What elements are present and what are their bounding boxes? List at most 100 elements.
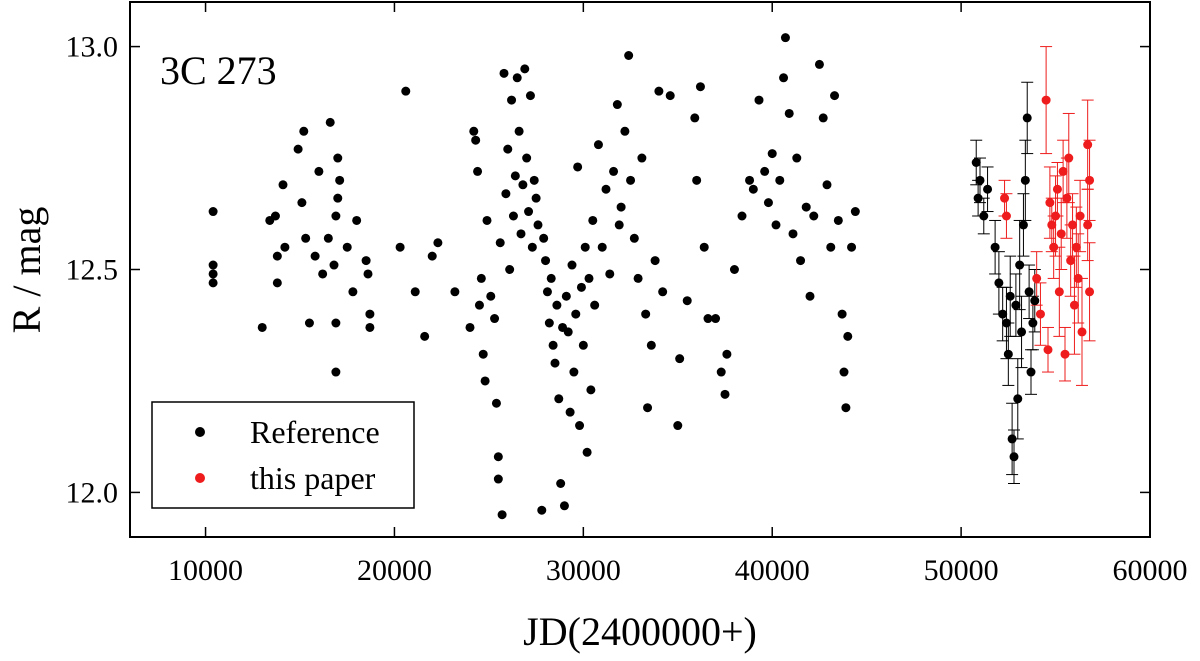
point bbox=[720, 389, 730, 399]
point bbox=[410, 287, 420, 297]
point bbox=[505, 265, 515, 274]
point bbox=[1032, 273, 1042, 283]
point bbox=[486, 291, 496, 301]
point bbox=[637, 153, 647, 163]
point bbox=[1069, 300, 1079, 310]
point bbox=[342, 242, 352, 252]
point bbox=[703, 314, 713, 324]
point bbox=[1062, 193, 1072, 203]
point bbox=[1077, 327, 1087, 337]
point bbox=[546, 273, 556, 283]
point bbox=[775, 175, 785, 185]
point bbox=[471, 135, 481, 145]
point bbox=[1030, 296, 1040, 306]
point bbox=[609, 166, 619, 176]
point bbox=[474, 300, 484, 310]
point bbox=[586, 385, 596, 395]
point bbox=[841, 403, 851, 413]
legend: Reference this paper bbox=[151, 401, 415, 509]
point bbox=[314, 166, 324, 176]
point bbox=[767, 149, 777, 159]
point bbox=[682, 296, 692, 306]
point bbox=[754, 95, 764, 105]
point bbox=[1017, 327, 1027, 337]
point bbox=[796, 256, 806, 266]
point bbox=[1047, 220, 1057, 230]
point bbox=[588, 215, 598, 225]
point bbox=[1035, 309, 1045, 319]
point bbox=[1022, 113, 1032, 123]
point bbox=[469, 126, 479, 136]
y-tick-label: 12.0 bbox=[66, 476, 119, 509]
point bbox=[584, 273, 594, 283]
point bbox=[1018, 220, 1028, 230]
point bbox=[580, 242, 590, 252]
point bbox=[620, 126, 630, 136]
point bbox=[760, 166, 770, 176]
point bbox=[433, 238, 443, 248]
point bbox=[593, 140, 603, 150]
point bbox=[601, 184, 611, 194]
point bbox=[571, 309, 581, 319]
point bbox=[565, 407, 575, 417]
point bbox=[567, 260, 577, 270]
x-tick-label: 40000 bbox=[735, 554, 810, 587]
point bbox=[843, 331, 853, 341]
chart-title: 3C 273 bbox=[160, 48, 277, 93]
point bbox=[304, 318, 314, 328]
point bbox=[465, 322, 475, 332]
point bbox=[809, 211, 819, 221]
point bbox=[1064, 153, 1074, 163]
point bbox=[1041, 95, 1051, 105]
point bbox=[490, 314, 500, 324]
point bbox=[1083, 140, 1093, 150]
point bbox=[531, 193, 541, 203]
x-tick-label: 10000 bbox=[168, 554, 243, 587]
point bbox=[310, 251, 320, 261]
point bbox=[559, 501, 569, 511]
point bbox=[833, 215, 843, 225]
point bbox=[576, 282, 586, 292]
point bbox=[299, 126, 309, 136]
point bbox=[1052, 184, 1062, 194]
legend-label: this paper bbox=[250, 460, 376, 496]
point bbox=[541, 256, 551, 266]
point bbox=[605, 269, 615, 279]
point bbox=[1085, 175, 1095, 185]
point bbox=[331, 211, 341, 221]
point bbox=[1007, 434, 1017, 444]
point bbox=[533, 220, 543, 230]
point bbox=[257, 322, 267, 332]
point bbox=[1066, 256, 1076, 266]
point bbox=[293, 144, 303, 154]
point bbox=[208, 269, 218, 279]
point bbox=[508, 211, 518, 221]
point bbox=[539, 233, 549, 243]
point bbox=[699, 242, 709, 252]
point bbox=[361, 256, 371, 266]
point bbox=[395, 242, 405, 252]
point bbox=[272, 278, 282, 288]
y-axis-label: R / mag bbox=[4, 207, 49, 334]
point bbox=[297, 198, 307, 208]
point bbox=[554, 394, 564, 404]
point bbox=[711, 314, 721, 324]
point bbox=[612, 100, 622, 110]
point bbox=[1045, 198, 1055, 208]
point bbox=[716, 367, 726, 377]
point bbox=[348, 287, 358, 297]
point bbox=[1000, 193, 1010, 203]
x-tick-label: 20000 bbox=[357, 554, 432, 587]
point bbox=[561, 291, 571, 301]
point bbox=[478, 349, 488, 359]
point bbox=[578, 340, 588, 350]
point bbox=[748, 184, 758, 194]
point bbox=[323, 233, 333, 243]
point bbox=[624, 51, 634, 60]
point bbox=[1068, 220, 1078, 230]
point bbox=[1049, 242, 1059, 252]
point bbox=[503, 144, 513, 154]
point bbox=[692, 175, 702, 185]
point bbox=[1020, 175, 1030, 185]
point bbox=[973, 193, 983, 203]
